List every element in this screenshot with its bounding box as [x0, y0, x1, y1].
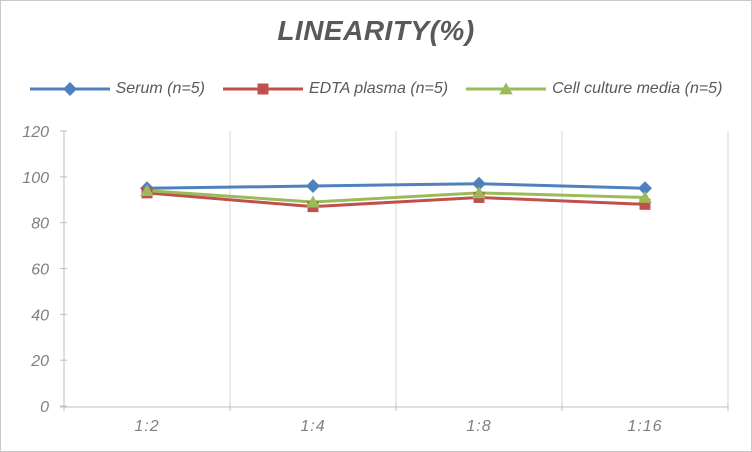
- legend-label: Serum (n=5): [115, 80, 205, 97]
- series-line-cell-culture-media-n-5: [146, 189, 646, 204]
- legend-item-edta-plasma: EDTA plasma (n=5): [222, 80, 449, 98]
- x-tick-labels: 1:2 1:4 1:8 1:16: [134, 418, 662, 435]
- marker-cell-culture-media-n-5-0: [140, 184, 154, 196]
- marker-serum-n-5-1: [306, 179, 320, 193]
- marker-cell-culture-media-n-5-2: [472, 186, 486, 199]
- y-tick-labels: 0 20 40 60 80 100 120: [22, 124, 49, 416]
- x-tick-label: 1:16: [627, 418, 662, 435]
- axes: [60, 130, 729, 411]
- edta-plasma-line-square-icon: [222, 83, 303, 95]
- y-tick-label: 80: [31, 216, 49, 233]
- y-tick-label: 40: [31, 307, 49, 324]
- y-tick-label: 60: [31, 262, 49, 279]
- series-line-edta-plasma-n-5: [146, 191, 646, 209]
- legend-label: EDTA plasma (n=5): [308, 80, 449, 97]
- gridlines: [229, 131, 729, 407]
- marker-serum-n-5-3: [638, 181, 652, 196]
- cell-culture-media-line-triangle-icon: [466, 82, 547, 95]
- marker-cell-culture-media-n-5-1: [306, 195, 320, 208]
- legend-item-cell-culture-media: Cell culture media (n=5): [466, 80, 722, 98]
- series-line-serum-n-5: [146, 182, 646, 190]
- legend-marker-shape: [62, 82, 77, 96]
- legend-label: Cell culture media (n=5): [552, 80, 723, 97]
- legend-marker-shape: [257, 83, 269, 95]
- marker-serum-n-5-2: [472, 176, 486, 191]
- series-lines: [146, 182, 646, 209]
- legend-marker-shape: [499, 82, 513, 95]
- y-tick-label: 100: [22, 170, 49, 187]
- y-tick-label: 20: [30, 353, 49, 370]
- legend-item-serum: Serum (n=5): [29, 80, 205, 98]
- legend: Serum (n=5) EDTA plasma (n=5) Cell cultu…: [1, 80, 751, 98]
- x-tick-label: 1:4: [300, 418, 325, 435]
- x-tick-label: 1:8: [466, 418, 491, 435]
- y-tick-label: 0: [40, 399, 49, 416]
- chart-title: LINEARITY(%): [277, 15, 475, 46]
- marker-cell-culture-media-n-5-3: [638, 190, 652, 203]
- x-tick-label: 1:2: [134, 418, 159, 435]
- y-tick-label: 120: [22, 124, 49, 141]
- serum-line-diamond-icon: [29, 82, 110, 96]
- series-markers: [140, 176, 652, 213]
